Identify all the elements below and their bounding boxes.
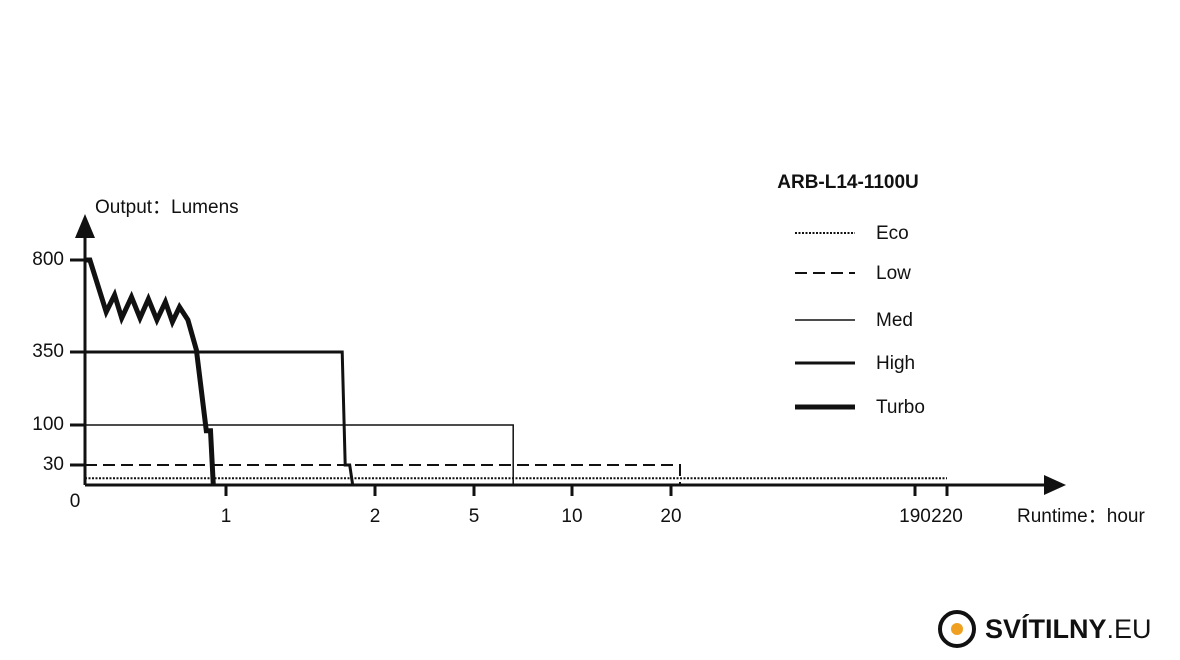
legend-label: Low	[876, 263, 911, 284]
series-line	[85, 350, 355, 486]
series-line	[85, 464, 681, 485]
logo-suffix: .EU	[1107, 614, 1152, 644]
x-tick-label: 0	[70, 491, 81, 512]
y-tick-label: 100	[32, 414, 64, 435]
y-tick-label: 800	[32, 249, 64, 270]
logo-dot	[951, 623, 963, 635]
legend-label: Med	[876, 310, 913, 331]
y-tick-label: 30	[43, 454, 64, 475]
logo-ring	[938, 610, 976, 648]
x-tick-label: 1	[221, 506, 232, 527]
y-axis-label: Output：Lumens	[95, 197, 239, 218]
x-tick-label: 10	[561, 506, 582, 527]
logo-text: SVÍTILNY.EU	[985, 613, 1152, 644]
legend-label: Turbo	[876, 397, 925, 418]
logo: SVÍTILNY.EU	[938, 610, 1152, 648]
legend-label: Eco	[876, 223, 909, 244]
series-line	[85, 424, 514, 485]
x-tick-label: 5	[469, 506, 480, 527]
y-tick-label: 350	[32, 341, 64, 362]
x-arrow	[1044, 475, 1066, 495]
x-tick-label: 2	[370, 506, 381, 527]
x-tick-label: 220	[931, 506, 963, 527]
x-axis-label: Runtime：hour	[1017, 506, 1145, 527]
y-arrow	[75, 214, 95, 238]
legend-label: High	[876, 353, 915, 374]
x-tick-label: 20	[660, 506, 681, 527]
chart-title: ARB-L14-1100U	[777, 172, 919, 193]
logo-brand: SVÍTILNY	[985, 613, 1107, 644]
x-tick-label: 190	[899, 506, 931, 527]
series-line	[85, 257, 216, 486]
